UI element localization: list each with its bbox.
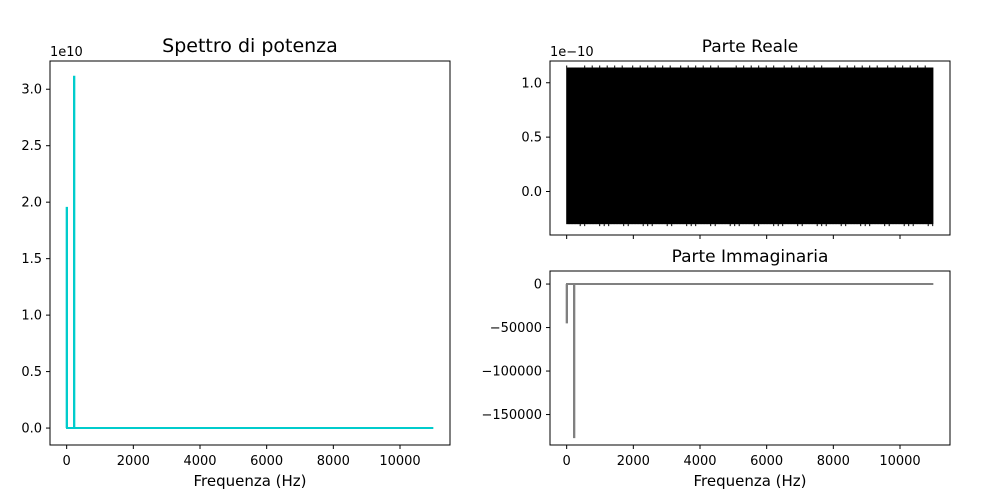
real-part-y-tick-label: 1.0 xyxy=(521,76,542,91)
power-spectrum-x-tick-label: 2000 xyxy=(117,454,150,469)
power-spectrum-title: Spettro di potenza xyxy=(162,35,338,57)
imaginary-part-x-tick-label: 0 xyxy=(563,454,571,469)
real-part-axes-frame xyxy=(549,60,951,236)
real-part-y-tick-label: 0.0 xyxy=(521,185,542,200)
power-spectrum-x-tick-label: 0 xyxy=(63,454,71,469)
power-spectrum-x-tick-label: 6000 xyxy=(250,454,283,469)
power-spectrum-x-tick-label: 10000 xyxy=(379,454,420,469)
power-spectrum-offset-label: 1e10 xyxy=(50,45,83,60)
power-spectrum-y-tick-label: 1.0 xyxy=(21,309,42,324)
imaginary-part-series-line xyxy=(565,283,934,439)
real-part-plot-area: 0.0 0.5 1.0 xyxy=(521,60,951,239)
imaginary-part-x-tick-label: 4000 xyxy=(683,454,716,469)
power-spectrum-series-line xyxy=(65,75,434,430)
imaginary-part-y-tick-label: 0 xyxy=(534,278,542,293)
power-spectrum-axes-frame xyxy=(49,60,451,446)
power-spectrum-y-tick-label: 2.0 xyxy=(21,196,42,211)
power-spectrum-y-tick-label: 0.0 xyxy=(21,422,42,437)
real-part-offset-label: 1e−10 xyxy=(550,45,594,60)
imaginary-part-x-tick-label: 2000 xyxy=(617,454,650,469)
real-part-series-oscillation xyxy=(566,65,934,227)
imaginary-part-x-tick-label: 8000 xyxy=(817,454,850,469)
imaginary-part-x-tick-label: 10000 xyxy=(879,454,920,469)
imaginary-part-plot-area: 0 2000 4000 6000 8000 10000 0 −50000 −100000 −150… xyxy=(481,270,951,469)
real-part-y-tick-label: 0.5 xyxy=(521,131,542,146)
imaginary-part-x-tick-label: 6000 xyxy=(750,454,783,469)
power-spectrum-y-tick-label: 1.5 xyxy=(21,252,42,267)
power-spectrum-y-tick-label: 2.5 xyxy=(21,139,42,154)
imaginary-part-axes-frame xyxy=(549,270,951,446)
power-spectrum-x-tick-label: 4000 xyxy=(183,454,216,469)
imaginary-part-y-tick-label: −150000 xyxy=(481,408,542,423)
real-part-panel: Parte Reale 1e−10 0.0 0.5 1.0 xyxy=(521,37,951,239)
imaginary-part-title: Parte Immaginaria xyxy=(672,247,829,267)
imaginary-part-xlabel: Frequenza (Hz) xyxy=(693,472,806,490)
power-spectrum-plot-area: 0 2000 4000 6000 8000 10000 0.0 0.5 1.0 1.5 2.0 2.5… xyxy=(21,60,451,469)
power-spectrum-x-tick-label: 8000 xyxy=(317,454,350,469)
imaginary-part-panel: Parte Immaginaria Frequenza (Hz) 0 2000 40… xyxy=(481,247,951,490)
real-part-title: Parte Reale xyxy=(702,37,799,57)
power-spectrum-panel: Spettro di potenza 1e10 Frequenza (Hz) 0… xyxy=(21,35,451,490)
power-spectrum-y-tick-label: 0.5 xyxy=(21,365,42,380)
power-spectrum-y-tick-label: 3.0 xyxy=(21,83,42,98)
imaginary-part-y-tick-label: −50000 xyxy=(490,321,542,336)
imaginary-part-y-tick-label: −100000 xyxy=(481,365,542,380)
power-spectrum-xlabel: Frequenza (Hz) xyxy=(193,472,306,490)
